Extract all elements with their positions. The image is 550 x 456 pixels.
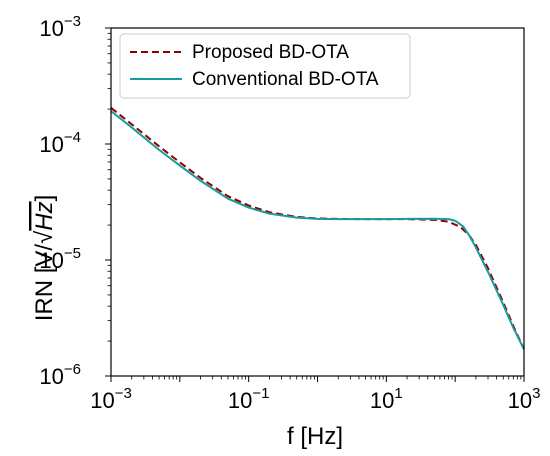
series-line-0: [110, 107, 525, 350]
y-tick-label: 10−5: [39, 245, 81, 273]
y-label-main: IRN [V/: [31, 244, 58, 322]
y-label-end: ]: [31, 195, 58, 202]
series-line-1: [110, 110, 525, 350]
x-tick-label: 10−1: [228, 385, 270, 413]
legend: Proposed BD-OTA Conventional BD-OTA: [119, 33, 411, 99]
svg-text:IRN [V/√Hz]: IRN [V/√Hz]: [31, 195, 58, 322]
legend-label-conventional: Conventional BD-OTA: [192, 69, 379, 90]
legend-label-proposed: Proposed BD-OTA: [192, 42, 349, 63]
y-tick-label: 10−4: [39, 129, 81, 157]
x-tick-label: 103: [508, 385, 541, 413]
y-tick-label: 10−6: [39, 361, 81, 389]
y-axis: 10−6 10−5 10−4 10−3: [39, 13, 111, 389]
x-axis-label: f [Hz]: [287, 423, 343, 450]
x-tick-label: 101: [370, 385, 403, 413]
y-tick-label: 10−3: [39, 13, 81, 41]
x-tick-label: 10−3: [90, 385, 132, 413]
y-axis-label: IRN [V/√Hz]: [31, 195, 58, 322]
y-label-sqrt-sign: √: [31, 230, 58, 244]
legend-box: [119, 33, 411, 99]
x-axis: 10−3 10−1 101 103: [90, 376, 540, 413]
y-label-sqrt-arg: Hz: [31, 201, 58, 230]
series-group: [110, 107, 525, 350]
